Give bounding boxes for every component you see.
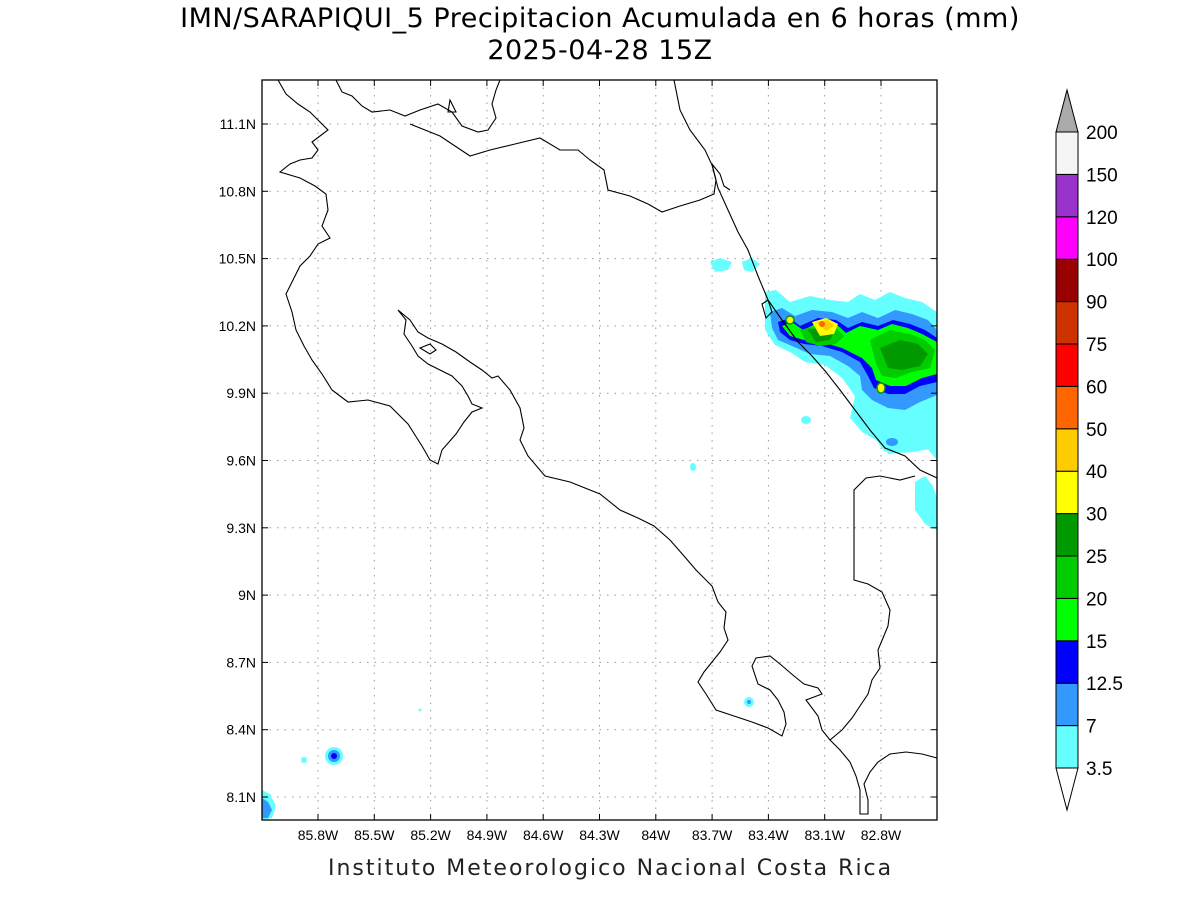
colorbar-swatch <box>1055 513 1079 557</box>
colorbar-level-label: 200 <box>1086 123 1118 144</box>
rain-contour-3.5 <box>710 258 732 272</box>
lat-tick-label: 8.7N <box>226 654 256 670</box>
lon-tick-label: 84.6W <box>523 827 564 843</box>
coastline-border-lines <box>277 79 938 815</box>
colorbar-swatch <box>1055 428 1079 472</box>
rain-contour-3.5 <box>301 757 307 763</box>
colorbar-swatch <box>1055 216 1079 260</box>
lat-tick-label: 10.8N <box>219 183 256 199</box>
rain-contour-3.5 <box>690 463 696 471</box>
colorbar-swatch <box>1055 555 1079 599</box>
colorbar-swatch <box>1055 597 1079 642</box>
map-grid <box>262 80 937 820</box>
lon-tick-label: 84.9W <box>467 827 508 843</box>
rain-contour-7 <box>262 798 272 818</box>
island-outline <box>761 299 773 320</box>
map-title: IMN/SARAPIQUI_5 Precipitacion Acumulada … <box>180 3 1020 34</box>
colorbar-level-label: 30 <box>1086 505 1107 526</box>
lon-tick-label: 83.7W <box>692 827 733 843</box>
coastline <box>829 739 938 815</box>
rain-peak-50 <box>819 321 825 327</box>
coastline <box>673 79 938 479</box>
rain-contour-3.5 <box>801 416 811 424</box>
lat-tick-label: 8.1N <box>226 789 256 805</box>
colorbar-swatch <box>1055 682 1079 727</box>
rain-cell-isolated <box>876 382 886 394</box>
lat-tick-label: 10.2N <box>219 318 256 334</box>
colorbar-level-label: 25 <box>1086 547 1107 568</box>
colorbar-swatch <box>1055 258 1079 303</box>
lon-tick-label: 83.1W <box>804 827 845 843</box>
colorbar-legend: 3.5 7 12.5 15 20 25 30 40 50 60 75 90 100 120 150 200 <box>1055 88 1123 812</box>
lat-tick-label: 9.9N <box>226 385 256 401</box>
lat-tick-label: 9.6N <box>226 453 256 469</box>
colorbar-swatch <box>1055 385 1079 430</box>
rain-contour-12.5 <box>331 753 337 759</box>
rain-contour-3.5 <box>418 708 422 712</box>
colorbar-level-label: 75 <box>1086 335 1107 356</box>
lon-tick-label: 82.8W <box>861 827 902 843</box>
rain-cell-isolated <box>785 315 795 325</box>
colorbar-level-label: 150 <box>1086 165 1118 186</box>
colorbar-swatch <box>1055 343 1079 387</box>
island-outline <box>418 343 437 355</box>
colorbar-swatch <box>1055 301 1079 345</box>
colorbar-level-label: 7 <box>1086 717 1097 738</box>
rain-contour-7 <box>886 438 898 446</box>
lat-tick-label: 10.5N <box>219 251 256 267</box>
coastline <box>277 79 916 741</box>
colorbar-level-label: 100 <box>1086 250 1118 271</box>
colorbar-level-label: 50 <box>1086 420 1107 441</box>
coastline <box>335 79 501 133</box>
axis-ticks <box>262 80 937 820</box>
border <box>409 123 731 213</box>
footer-credit: Instituto Meteorologico Nacional Costa R… <box>328 856 894 881</box>
island-outline <box>447 98 457 113</box>
rain-contour-7 <box>747 700 751 704</box>
lon-tick-label: 85.5W <box>354 827 395 843</box>
lat-tick-label: 9N <box>238 587 256 603</box>
rain-contour-3.5 <box>915 476 937 530</box>
lat-tick-label: 11.1N <box>220 116 256 132</box>
colorbar-swatch <box>1055 640 1079 684</box>
rain-contour-3.5 <box>880 426 937 454</box>
map-subtitle-datetime: 2025-04-28 15Z <box>487 35 713 66</box>
colorbar-level-label: 12.5 <box>1086 674 1123 695</box>
colorbar-swatch <box>1055 725 1079 769</box>
latitude-labels: 11.1N 10.8N 10.5N 10.2N 9.9N 9.6N 9.3N 9N 8.7N 8.… <box>219 116 256 805</box>
colorbar-level-label: 3.5 <box>1086 759 1112 780</box>
colorbar-level-label: 120 <box>1086 208 1118 229</box>
longitude-labels: 85.8W 85.5W 85.2W 84.9W 84.6W 84.3W 84W 83.7W 83… <box>298 827 902 843</box>
colorbar-swatch <box>1055 173 1079 218</box>
colorbar-level-label: 15 <box>1086 632 1107 653</box>
lon-tick-label: 85.8W <box>298 827 339 843</box>
colorbar-swatch <box>1055 131 1079 175</box>
lon-tick-label: 84.3W <box>579 827 620 843</box>
precipitation-field <box>262 258 937 820</box>
rain-contour-25 <box>808 327 928 370</box>
colorbar-level-label: 40 <box>1086 462 1107 483</box>
colorbar-overflow-arrow <box>1055 88 1079 133</box>
colorbar-underflow-arrow <box>1055 767 1079 812</box>
lat-tick-label: 9.3N <box>226 520 256 536</box>
colorbar-level-label: 20 <box>1086 589 1107 610</box>
colorbar-level-label: 60 <box>1086 377 1107 398</box>
rain-contour-3.5 <box>742 258 760 272</box>
lon-tick-label: 85.2W <box>410 827 451 843</box>
colorbar-swatch <box>1055 470 1079 515</box>
colorbar-level-label: 90 <box>1086 293 1107 314</box>
lon-tick-label: 84W <box>641 827 671 843</box>
lon-tick-label: 83.4W <box>748 827 789 843</box>
lat-tick-label: 8.4N <box>226 722 256 738</box>
